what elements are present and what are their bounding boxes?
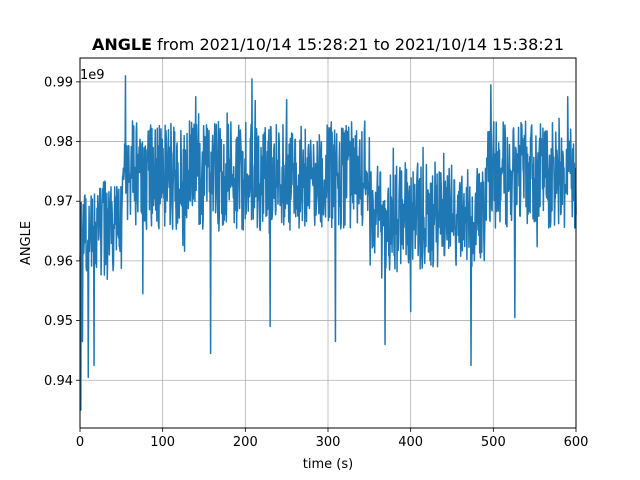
x-tick-label: 600: [564, 435, 589, 450]
x-tick-label: 500: [481, 435, 506, 450]
x-tick-label: 200: [233, 435, 258, 450]
chart-title-rest: from 2021/10/14 15:28:21 to 2021/10/14 1…: [152, 35, 564, 54]
y-tick-label: 0.94: [44, 374, 73, 389]
y-tick-label: 0.99: [44, 75, 73, 90]
y-axis-ticks: 0.94 0.95 0.96 0.97 0.98 0.99: [44, 75, 80, 389]
y-axis-label: ANGLE: [19, 221, 34, 265]
x-tick-label: 100: [150, 435, 175, 450]
x-axis-ticks: 0 100 200 300 400 500 600: [76, 428, 589, 450]
data-series: [79, 75, 577, 411]
angle-series-line: [79, 75, 577, 411]
chart-title: ANGLE from 2021/10/14 15:28:21 to 2021/1…: [92, 35, 564, 54]
y-tick-label: 0.98: [44, 135, 73, 150]
y-tick-label: 0.96: [44, 254, 73, 269]
x-axis-label: time (s): [303, 457, 353, 472]
y-tick-label: 0.95: [44, 314, 73, 329]
y-offset-text: 1e9: [80, 68, 105, 83]
x-tick-label: 400: [398, 435, 423, 450]
x-tick-label: 0: [76, 435, 84, 450]
chart-title-bold: ANGLE: [92, 35, 152, 54]
x-tick-label: 300: [316, 435, 341, 450]
y-tick-label: 0.97: [44, 195, 73, 210]
